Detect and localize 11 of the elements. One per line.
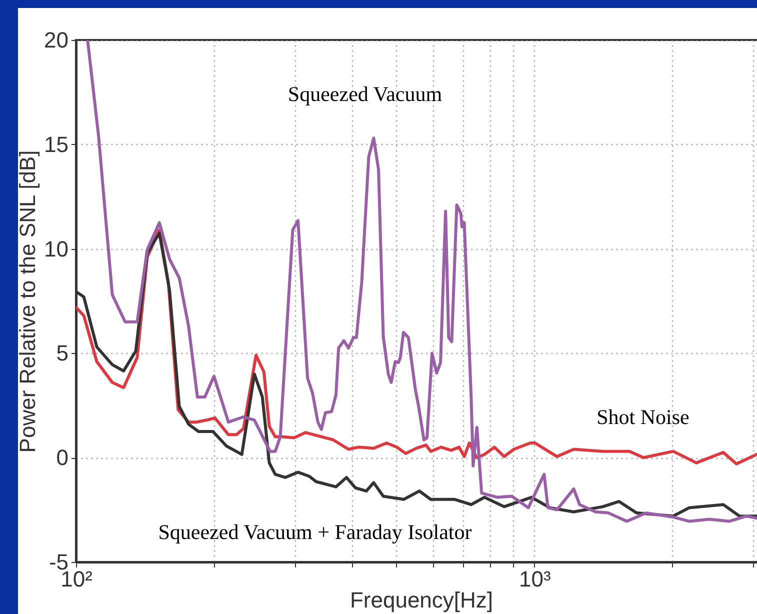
y-tick-label: 20	[44, 28, 68, 52]
y-tick-label: 10	[44, 236, 68, 262]
x-tick-label: 10³	[519, 566, 551, 592]
y-tick-label: 0	[56, 445, 68, 470]
x-axis-title: Frequency[Hz]	[350, 588, 494, 612]
series-label: Shot Noise	[596, 405, 690, 429]
series-label: Squeezed Vacuum + Faraday Isolator	[158, 520, 472, 544]
text: Squeezed Vacuum	[288, 82, 442, 106]
y-tick-label: 15	[44, 132, 68, 157]
y-axis-title: Power Relative to the SNL [dB]	[15, 150, 40, 453]
y-tick-label: 5	[56, 340, 68, 366]
